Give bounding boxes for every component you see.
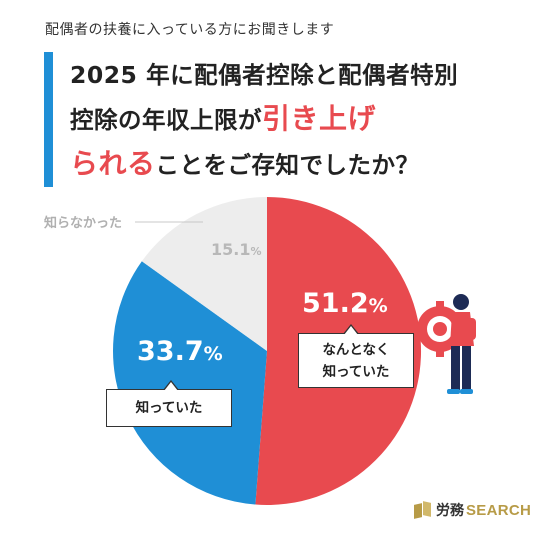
pct-vaguely-knew-value: 51.2 xyxy=(302,288,369,319)
question-line-2: 控除の年収上限が引き上げ xyxy=(70,97,376,137)
callout-vaguely-knew-line1: なんとなく xyxy=(322,342,390,358)
brand-name-latin: SEARCH xyxy=(466,501,532,519)
brand-name-kanji: 労務 xyxy=(436,503,464,519)
pct-vaguely-knew-unit: % xyxy=(368,295,388,317)
person-with-gear-icon xyxy=(412,294,476,394)
question-highlight-2: られる xyxy=(70,147,156,180)
brand-logo: 労務 SEARCH xyxy=(414,500,531,520)
callout-vaguely-knew: なんとなく 知っていた xyxy=(298,324,414,388)
callout-vaguely-knew-line2: 知っていた xyxy=(322,364,390,380)
accent-bar xyxy=(44,52,53,187)
pct-knew-value: 33.7 xyxy=(137,336,204,367)
pie-slice-didnt-know xyxy=(141,197,267,351)
question-line-1: 2025 年に配偶者控除と配偶者特別 xyxy=(70,61,459,89)
label-didnt-know: 知らなかった xyxy=(44,216,123,231)
question-line-3: られることをご存知でしたか？ xyxy=(70,142,420,182)
callout-knew: 知っていた xyxy=(106,380,232,427)
book-logo-icon xyxy=(414,502,432,518)
pct-vaguely-knew: 51.2% xyxy=(302,288,388,319)
pct-didnt-know-unit: % xyxy=(250,245,262,258)
pct-didnt-know: 15.1% xyxy=(211,240,262,259)
pie-slice-knew xyxy=(113,261,267,505)
pct-didnt-know-value: 15.1 xyxy=(211,240,251,259)
pct-knew-unit: % xyxy=(203,343,223,365)
question-line-2-text: 控除の年収上限が xyxy=(70,106,262,134)
question-highlight-1: 引き上げ xyxy=(262,102,377,135)
pct-knew: 33.7% xyxy=(137,336,223,367)
subtitle: 配偶者の扶養に入っている方にお聞きします xyxy=(45,22,335,38)
question-line-3-text: ことをご存知でしたか？ xyxy=(155,151,420,179)
